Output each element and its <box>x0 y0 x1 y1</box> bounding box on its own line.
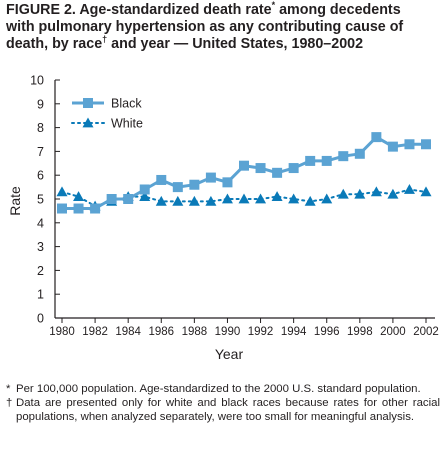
y-tick-label: 4 <box>37 216 44 230</box>
data-point-black <box>338 151 349 162</box>
data-point-white <box>73 191 85 202</box>
data-point-white <box>370 186 382 197</box>
y-tick-label: 3 <box>37 240 44 254</box>
y-axis-label: Rate <box>7 186 23 216</box>
legend-item-black: Black <box>72 97 142 111</box>
legend-item-white: White <box>71 117 143 131</box>
legend-label-white: White <box>111 117 143 131</box>
data-point-black <box>288 163 299 174</box>
x-tick-label: 1994 <box>281 326 307 338</box>
data-point-white <box>420 186 432 197</box>
data-point-black <box>205 172 216 183</box>
y-tick-label: 8 <box>37 121 44 135</box>
data-point-white <box>255 193 267 204</box>
data-point-black <box>172 182 183 193</box>
title-footnote-mark-1: * <box>271 0 276 11</box>
data-point-white <box>139 191 151 202</box>
footnote-1-text: Per 100,000 population. Age-standardized… <box>16 383 421 395</box>
x-tick-label: 1996 <box>314 326 340 338</box>
data-point-black <box>106 194 117 204</box>
footnote-1: * Per 100,000 population. Age-standardiz… <box>6 383 440 396</box>
footnote-2-mark: † <box>6 397 13 410</box>
data-point-white <box>172 195 184 206</box>
data-point-black <box>222 177 233 188</box>
data-point-black <box>139 184 150 195</box>
x-tick-label: 1990 <box>215 326 241 338</box>
y-tick-label: 9 <box>37 97 44 111</box>
y-tick-label: 0 <box>37 312 44 326</box>
y-tick-label: 5 <box>37 193 44 207</box>
x-tick-label: 2002 <box>413 326 439 338</box>
title-text-1: FIGURE 2. Age-standardized death rate <box>6 2 272 18</box>
title-text-2: with pulmonary hypertension as any contr… <box>6 19 404 35</box>
footnote-1-mark: * <box>6 383 11 395</box>
series-black <box>57 132 431 214</box>
data-point-white <box>238 193 250 204</box>
legend-label-black: Black <box>111 97 142 111</box>
data-point-black <box>73 203 84 214</box>
data-point-white <box>387 188 399 199</box>
data-point-white <box>271 191 283 202</box>
y-tick-label: 6 <box>37 169 44 183</box>
title-text-3b: and year — United States, 1980–2002 <box>107 36 364 52</box>
data-point-white <box>321 193 333 204</box>
data-point-black <box>239 160 249 171</box>
x-tick-label: 1982 <box>82 326 108 338</box>
chart-legend: Black White <box>71 97 143 131</box>
data-point-white <box>188 195 200 206</box>
footnotes: * Per 100,000 population. Age-standardiz… <box>6 383 440 425</box>
data-point-black <box>156 174 167 185</box>
data-point-white <box>304 195 316 206</box>
data-point-white <box>56 186 68 197</box>
data-point-black <box>404 139 415 150</box>
y-tick-label: 10 <box>30 74 44 88</box>
data-point-black <box>90 203 101 214</box>
legend-marker-white <box>82 117 94 128</box>
data-point-black <box>305 155 316 166</box>
x-tick-label: 2000 <box>380 326 406 338</box>
line-chart: 0 1 2 3 4 5 6 7 8 9 10 1980 1982 1984 1986 1988 1990 199… <box>7 74 439 363</box>
x-axis-label: Year <box>215 346 244 362</box>
x-tick-label: 1992 <box>248 326 274 338</box>
data-point-black <box>321 155 332 166</box>
data-point-black <box>189 179 200 190</box>
data-point-white <box>354 188 366 199</box>
legend-marker-black <box>83 98 93 108</box>
data-point-white <box>155 195 167 206</box>
data-point-white <box>403 183 415 194</box>
y-tick-label: 2 <box>37 264 44 278</box>
data-point-black <box>387 141 398 152</box>
title-footnote-mark-2: † <box>102 34 108 45</box>
x-tick-label: 1986 <box>148 326 174 338</box>
footnote-2: † Data are presented only for white and … <box>6 397 440 424</box>
y-tick-label: 1 <box>37 288 44 302</box>
x-tick-label: 1988 <box>182 326 208 338</box>
data-point-black <box>272 167 283 178</box>
x-tick-label: 1984 <box>115 326 141 338</box>
data-point-black <box>421 139 431 150</box>
data-point-white <box>205 195 217 206</box>
footnote-2-text: Data are presented only for white and bl… <box>16 397 440 423</box>
figure-title: FIGURE 2. Age-standardized death rate* a… <box>6 0 442 53</box>
data-point-white <box>288 193 300 204</box>
data-point-white <box>337 188 349 199</box>
data-point-black <box>371 132 382 143</box>
title-text-3a: death, by race <box>6 36 103 52</box>
x-tick-label: 1998 <box>347 326 373 338</box>
data-point-black <box>354 148 365 159</box>
y-tick-label: 7 <box>37 145 44 159</box>
x-tick-label: 1980 <box>49 326 75 338</box>
data-point-black <box>123 194 134 204</box>
title-text-1b: among decedents <box>275 2 401 18</box>
data-point-white <box>221 193 233 204</box>
data-point-black <box>57 203 67 214</box>
data-point-black <box>255 163 266 174</box>
